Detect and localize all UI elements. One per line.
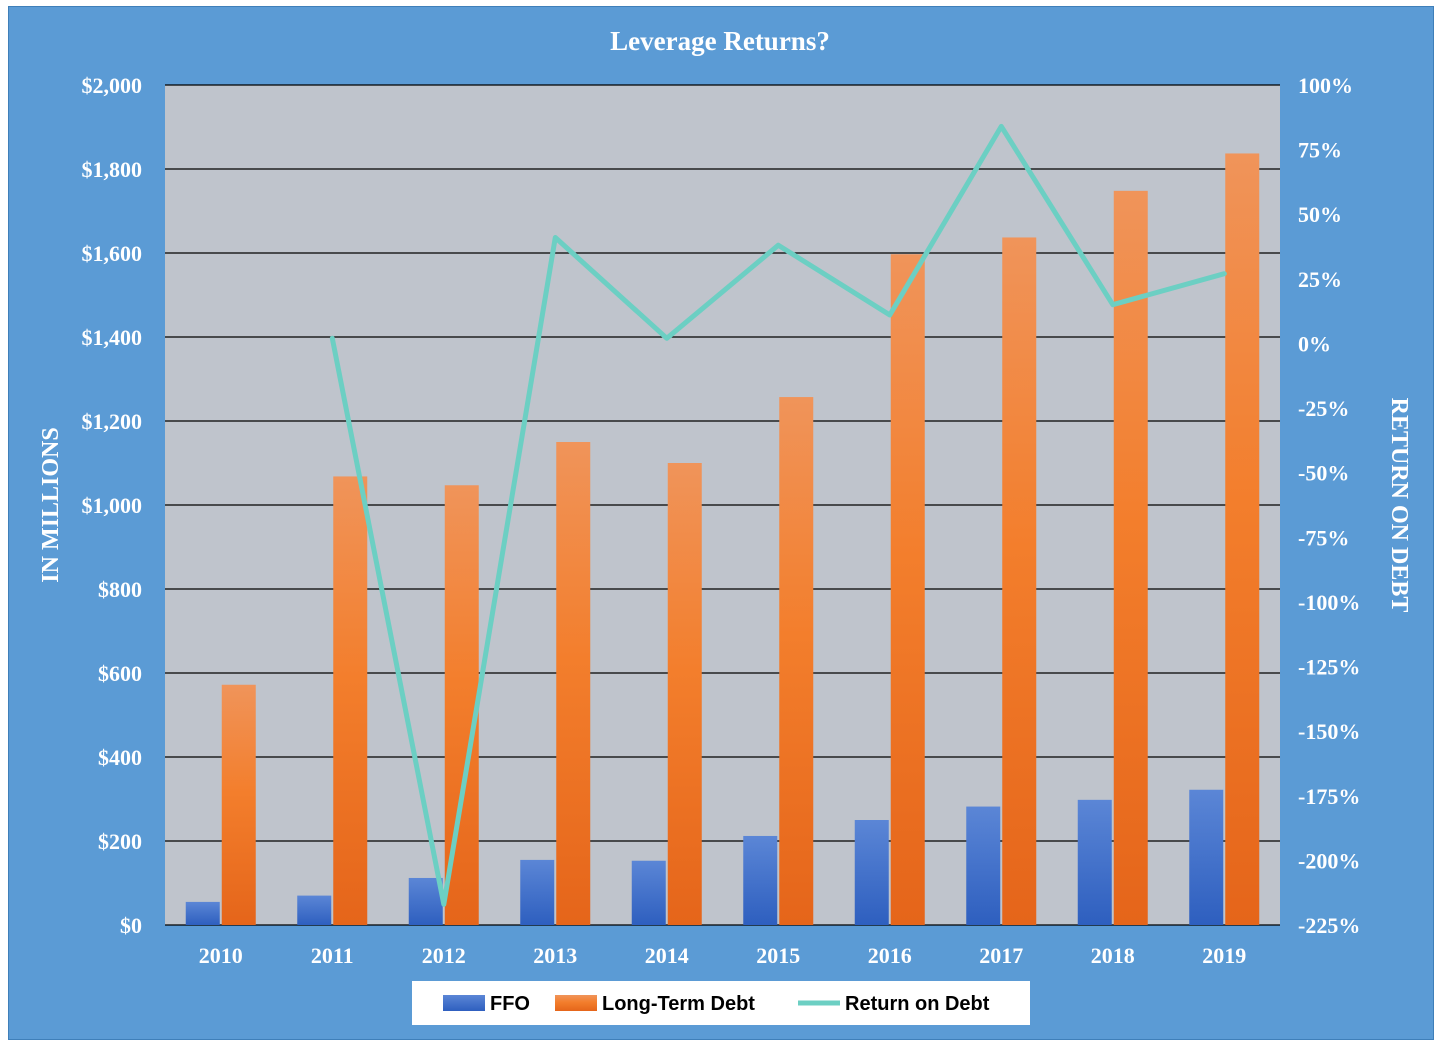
y-axis-label-left: IN MILLIONS: [38, 427, 64, 582]
x-tick-label: 2010: [199, 943, 243, 968]
bar-debt-2013: [556, 442, 590, 925]
bar-debt-2019: [1225, 153, 1259, 925]
y-right-tick-label: 100%: [1298, 73, 1353, 98]
y-right-tick-label: 0%: [1298, 331, 1331, 356]
bar-ffo-2016: [855, 820, 889, 925]
y-right-tick-label: -175%: [1298, 784, 1360, 809]
x-tick-label: 2019: [1202, 943, 1246, 968]
bar-debt-2014: [668, 463, 702, 925]
bar-ffo-2015: [743, 836, 777, 925]
x-axis-ticks: 2010 2011 2012 2013 2014 2015 2016 2017 2018 2019: [199, 943, 1247, 968]
legend-swatch-debt: [555, 995, 597, 1011]
y-right-tick-label: -225%: [1298, 913, 1360, 938]
y-left-tick-label: $600: [98, 661, 142, 686]
legend-label-return: Return on Debt: [845, 993, 990, 1015]
bar-ffo-2011: [297, 896, 331, 925]
x-tick-label: 2012: [422, 943, 466, 968]
left-axis-ticks: $0 $200 $400 $600 $800 $1,000 $1,200 $1,400 $1,6…: [82, 73, 143, 938]
y-axis-label-right: RETURN ON DEBT: [1386, 398, 1412, 613]
bar-debt-2015: [779, 397, 813, 925]
y-left-tick-label: $1,600: [82, 241, 143, 266]
y-left-tick-label: $1,000: [82, 493, 143, 518]
y-left-tick-label: $1,200: [82, 409, 143, 434]
bar-ffo-2014: [632, 861, 666, 925]
right-axis-ticks: -225% -200% -175% -150% -125% -100% -75% -50% -2…: [1298, 73, 1360, 938]
y-left-tick-label: $800: [98, 577, 142, 602]
bar-debt-2017: [1002, 237, 1036, 925]
legend-label-debt: Long-Term Debt: [602, 993, 755, 1015]
legend: FFO Long-Term Debt Return on Debt: [412, 981, 1030, 1025]
y-right-tick-label: -25%: [1298, 396, 1349, 421]
bar-ffo-2010: [186, 902, 220, 925]
y-right-tick-label: -150%: [1298, 719, 1360, 744]
y-left-tick-label: $200: [98, 829, 142, 854]
bar-debt-2010: [222, 685, 256, 925]
y-right-tick-label: -75%: [1298, 525, 1349, 550]
y-right-tick-label: -200%: [1298, 848, 1360, 873]
y-right-tick-label: -50%: [1298, 461, 1349, 486]
bar-ffo-2013: [520, 860, 554, 925]
x-tick-label: 2011: [311, 943, 354, 968]
bar-ffo-2018: [1078, 800, 1112, 925]
y-left-tick-label: $400: [98, 745, 142, 770]
legend-swatch-ffo: [443, 995, 485, 1011]
x-tick-label: 2013: [533, 943, 577, 968]
y-left-tick-label: $1,400: [82, 325, 143, 350]
y-right-tick-label: 75%: [1298, 138, 1342, 163]
bar-ffo-2019: [1189, 790, 1223, 925]
x-tick-label: 2018: [1091, 943, 1135, 968]
y-right-tick-label: -125%: [1298, 655, 1360, 680]
x-tick-label: 2017: [979, 943, 1023, 968]
x-tick-label: 2016: [868, 943, 912, 968]
y-left-tick-label: $2,000: [82, 73, 143, 98]
y-right-tick-label: -100%: [1298, 590, 1360, 615]
x-tick-label: 2014: [645, 943, 689, 968]
x-tick-label: 2015: [756, 943, 800, 968]
bar-debt-2016: [891, 254, 925, 925]
bar-debt-2011: [333, 476, 367, 925]
legend-label-ffo: FFO: [490, 993, 530, 1015]
y-left-tick-label: $1,800: [82, 157, 143, 182]
bar-ffo-2017: [966, 807, 1000, 925]
chart-title: Leverage Returns?: [610, 26, 830, 56]
y-right-tick-label: 50%: [1298, 202, 1342, 227]
y-right-tick-label: 25%: [1298, 267, 1342, 292]
y-left-tick-label: $0: [120, 913, 142, 938]
